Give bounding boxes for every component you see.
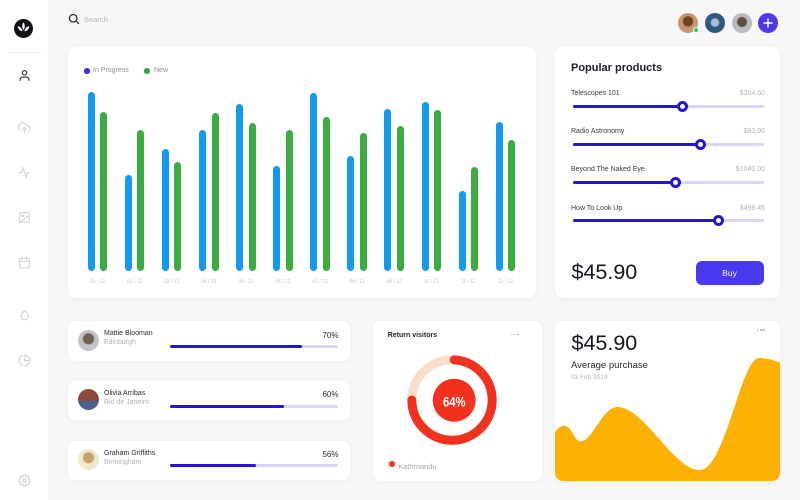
svg-text:64%: 64% (443, 393, 466, 409)
